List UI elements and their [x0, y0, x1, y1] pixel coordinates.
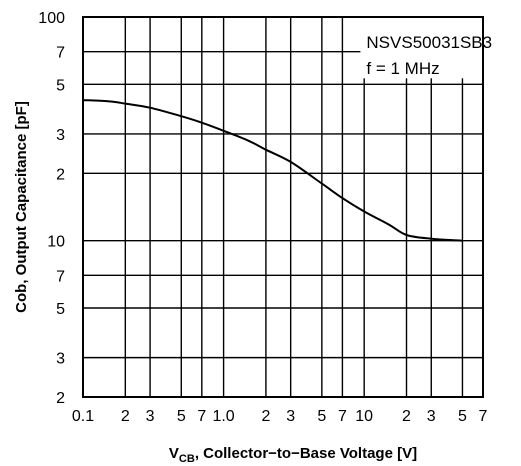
x-axis-title-main: V: [169, 445, 179, 462]
y-tick-label: 5: [56, 301, 65, 318]
y-axis-title: Cob, Output Capacitance [pF]: [13, 101, 30, 313]
y-tick-label: 7: [56, 45, 65, 62]
x-tick-label: 0.1: [72, 408, 94, 425]
legend-background: [360, 18, 482, 79]
y-tick-label: 2: [56, 390, 65, 407]
capacitance-curve: [82, 99, 463, 242]
x-tick-label: 5: [458, 408, 467, 425]
y-tick-label: 100: [38, 10, 65, 27]
legend-part-number: NSVS50031SB3: [366, 33, 492, 52]
x-tick-label: 2: [261, 408, 270, 425]
x-tick-label: 5: [317, 408, 326, 425]
y-tick-label: 3: [56, 351, 65, 368]
x-tick-label: 10: [355, 408, 373, 425]
x-tick-labels: 0.1 2 3 5 7 1.0 2 3 5 7 10 2 3 5 7: [72, 408, 488, 425]
x-axis-title: VCB, Collector−to−Base Voltage [V]: [169, 445, 417, 465]
y-tick-label: 10: [47, 234, 65, 251]
x-tick-label: 1.0: [212, 408, 234, 425]
x-tick-label: 2: [402, 408, 411, 425]
x-tick-label: 7: [338, 408, 347, 425]
y-tick-label: 3: [56, 127, 65, 144]
y-tick-label: 7: [56, 268, 65, 285]
x-axis-title-rest: , Collector−to−Base Voltage [V]: [195, 445, 417, 462]
x-tick-label: 7: [479, 408, 488, 425]
grid-lines: [83, 17, 483, 397]
legend-frequency: f = 1 MHz: [366, 59, 439, 78]
y-tick-label: 2: [56, 166, 65, 183]
legend: NSVS50031SB3 f = 1 MHz: [360, 18, 492, 79]
x-tick-label: 7: [197, 408, 206, 425]
y-tick-label: 5: [56, 77, 65, 94]
y-tick-labels: 2 3 5 7 10 2 3 5 7 100: [38, 10, 65, 407]
x-tick-label: 2: [121, 408, 130, 425]
plot-frame: [82, 16, 484, 398]
x-tick-label: 3: [427, 408, 436, 425]
x-tick-label: 3: [286, 408, 295, 425]
x-axis-title-subscript: CB: [179, 453, 195, 465]
x-tick-label: 3: [146, 408, 155, 425]
x-tick-label: 5: [177, 408, 186, 425]
